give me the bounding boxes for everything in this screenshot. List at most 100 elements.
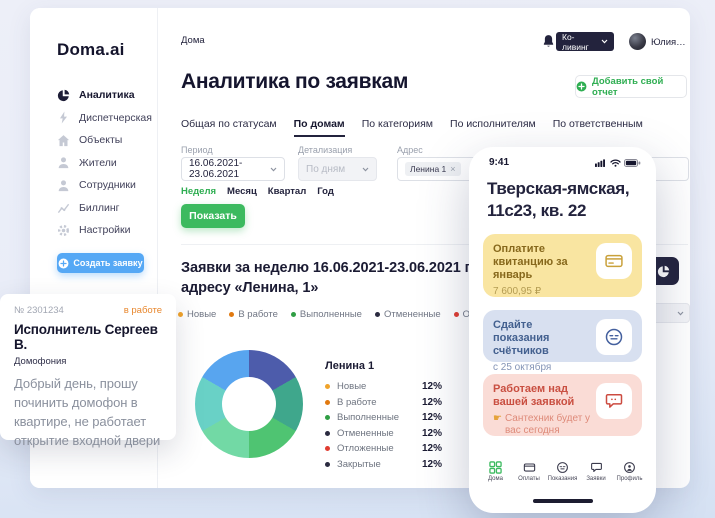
legend-label: Отложенные [337, 443, 394, 455]
legend-dot [290, 312, 296, 317]
donut-legend-row: В работе 12% [325, 397, 570, 408]
sidebar-item-label: Объекты [79, 134, 123, 147]
payment-card[interactable]: Оплатите квитанцию за январь 7 600,95 ₽ [483, 234, 642, 297]
legend-label: Выполненные [299, 309, 362, 320]
legend-item-inwork[interactable]: В работе [229, 309, 278, 320]
create-ticket-button[interactable]: Создать заявку [57, 253, 144, 273]
credit-card-icon [596, 243, 632, 279]
sidebar-item-objects[interactable]: Объекты [30, 129, 157, 152]
add-report-button[interactable]: Добавить свой отчет [575, 75, 687, 98]
legend-label: Выполненные [337, 412, 400, 424]
show-button[interactable]: Показать [181, 204, 245, 228]
legend-dot [229, 312, 235, 317]
donut-legend-row: Отмененные 12% [325, 428, 570, 439]
pointing-finger-icon: ☛ [493, 412, 502, 424]
meters-card-subtitle: с 25 октября [493, 361, 552, 373]
remove-tag-icon[interactable]: × [450, 163, 456, 174]
ticket-card-subtitle-row: ☛ Сантехник будет у вас сегодня [493, 413, 593, 437]
legend-item-new[interactable]: Новые [178, 309, 216, 320]
org-select[interactable]: Ко-ливинг [556, 31, 614, 52]
notification-bell-icon[interactable] [542, 34, 555, 53]
range-quarter[interactable]: Квартал [267, 186, 307, 197]
range-week[interactable]: Неделя [181, 186, 217, 197]
phone-apartment-title: Тверская-ямская, 11с23, кв. 22 [487, 178, 630, 222]
section-heading: Заявки за неделю 16.06.2021-23.06.2021 п… [181, 260, 483, 297]
period-input[interactable]: 16.06.2021-23.06.2021 [181, 157, 285, 181]
tab-by-responsible[interactable]: По ответственным [552, 118, 643, 130]
donut-legend-row: Новые 12% [325, 381, 570, 392]
sidebar-item-residents[interactable]: Жители [30, 152, 157, 175]
phone-tab-label: Дома [488, 476, 503, 482]
phone-tab-label: Оплаты [518, 476, 540, 482]
legend-dot [325, 399, 330, 405]
plus-circle-icon [576, 81, 587, 92]
sidebar-item-analytics[interactable]: Аналитика [30, 84, 157, 107]
home-indicator[interactable] [532, 499, 593, 503]
ticket-progress-card[interactable]: Работаем над вашей заявкой ☛ Сантехник б… [483, 374, 642, 436]
legend-label: Новые [337, 381, 367, 392]
pie-chart-icon [657, 265, 670, 278]
sidebar-item-staff[interactable]: Сотрудники [30, 174, 157, 197]
donut-legend-row: Закрытые 12% [325, 459, 570, 470]
legend-dot [325, 384, 330, 389]
donut-legend: Ленина 1 Новые 12% В работе 12% Выполненны… [325, 360, 570, 475]
address-tag-label: Ленина 1 [410, 164, 447, 174]
wifi-icon [610, 159, 621, 167]
period-label: Период [181, 145, 213, 155]
legend-value: 12% [422, 412, 443, 424]
tab-by-categories[interactable]: По категориям [361, 118, 434, 130]
breadcrumb[interactable]: Дома [181, 35, 205, 46]
ticket-message: Добрый день, прошу починить домофон в кв… [14, 376, 161, 448]
legend-value: 12% [422, 443, 443, 455]
chevron-down-icon [362, 167, 369, 172]
ticket-card-title: Работаем над вашей заявкой [493, 383, 575, 408]
battery-icon [624, 158, 641, 167]
donut-legend-row: Отложенные 12% [325, 443, 570, 454]
payment-card-amount: 7 600,95 ₽ [493, 285, 542, 297]
sidebar-item-label: Диспетчерская [79, 111, 152, 124]
legend-dot [178, 312, 183, 317]
phone-tab-meters[interactable]: Показания [546, 461, 579, 482]
sidebar-item-label: Аналитика [79, 89, 135, 102]
ticket-status-badge: в работе [123, 305, 162, 316]
meters-card-title: Сдайте показания счётчиков [493, 319, 550, 357]
ticket-number: № 2301234 [14, 305, 64, 316]
tab-by-status[interactable]: Общая по статусам [181, 118, 277, 130]
legend-dot [374, 312, 380, 317]
user-name[interactable]: Юлия… [651, 37, 686, 48]
phone-tab-profile[interactable]: Профиль [613, 461, 646, 482]
detail-select[interactable]: По дням [298, 157, 377, 181]
tab-by-executors[interactable]: По исполнителям [450, 118, 536, 130]
phone-tab-tickets[interactable]: Заявки [580, 461, 613, 482]
legend-item-cancelled[interactable]: Отмененные [374, 309, 441, 320]
sidebar-item-label: Жители [79, 156, 117, 169]
legend-item-done[interactable]: Выполненные [290, 309, 362, 320]
org-select-value: Ко-ливинг [562, 31, 589, 52]
grid-icon [489, 461, 502, 474]
meters-card[interactable]: Сдайте показания счётчиков с 25 октября [483, 310, 642, 373]
avatar[interactable] [629, 33, 646, 50]
range-year[interactable]: Год [317, 186, 334, 197]
donut-legend-title: Ленина 1 [325, 360, 375, 372]
phone-tab-home[interactable]: Дома [479, 461, 512, 482]
legend-label: Закрытые [337, 458, 381, 470]
sidebar-item-settings[interactable]: Настройки [30, 219, 157, 242]
sidebar-item-dispatcher[interactable]: Диспетчерская [30, 107, 157, 130]
gauge-icon [596, 319, 632, 355]
plus-circle-icon [58, 258, 69, 269]
tab-by-houses[interactable]: По домам [293, 118, 345, 137]
phone-tab-payments[interactable]: Оплаты [513, 461, 546, 482]
detail-value: По дням [306, 163, 346, 175]
legend-dot [325, 415, 330, 421]
legend-label: Новые [187, 309, 217, 320]
donut-legend-row: Выполненные 12% [325, 412, 570, 423]
logo[interactable]: Doma.ai [57, 40, 125, 59]
sidebar-item-billing[interactable]: Биллинг [30, 197, 157, 220]
chat-bubble-icon [596, 383, 632, 419]
profile-icon [623, 461, 636, 474]
legend-value: 12% [422, 381, 443, 392]
ticket-card[interactable]: № 2301234 в работе Исполнитель Сергеев В… [0, 294, 176, 448]
period-value: 16.06.2021-23.06.2021 [189, 158, 243, 180]
range-month[interactable]: Месяц [227, 186, 257, 197]
